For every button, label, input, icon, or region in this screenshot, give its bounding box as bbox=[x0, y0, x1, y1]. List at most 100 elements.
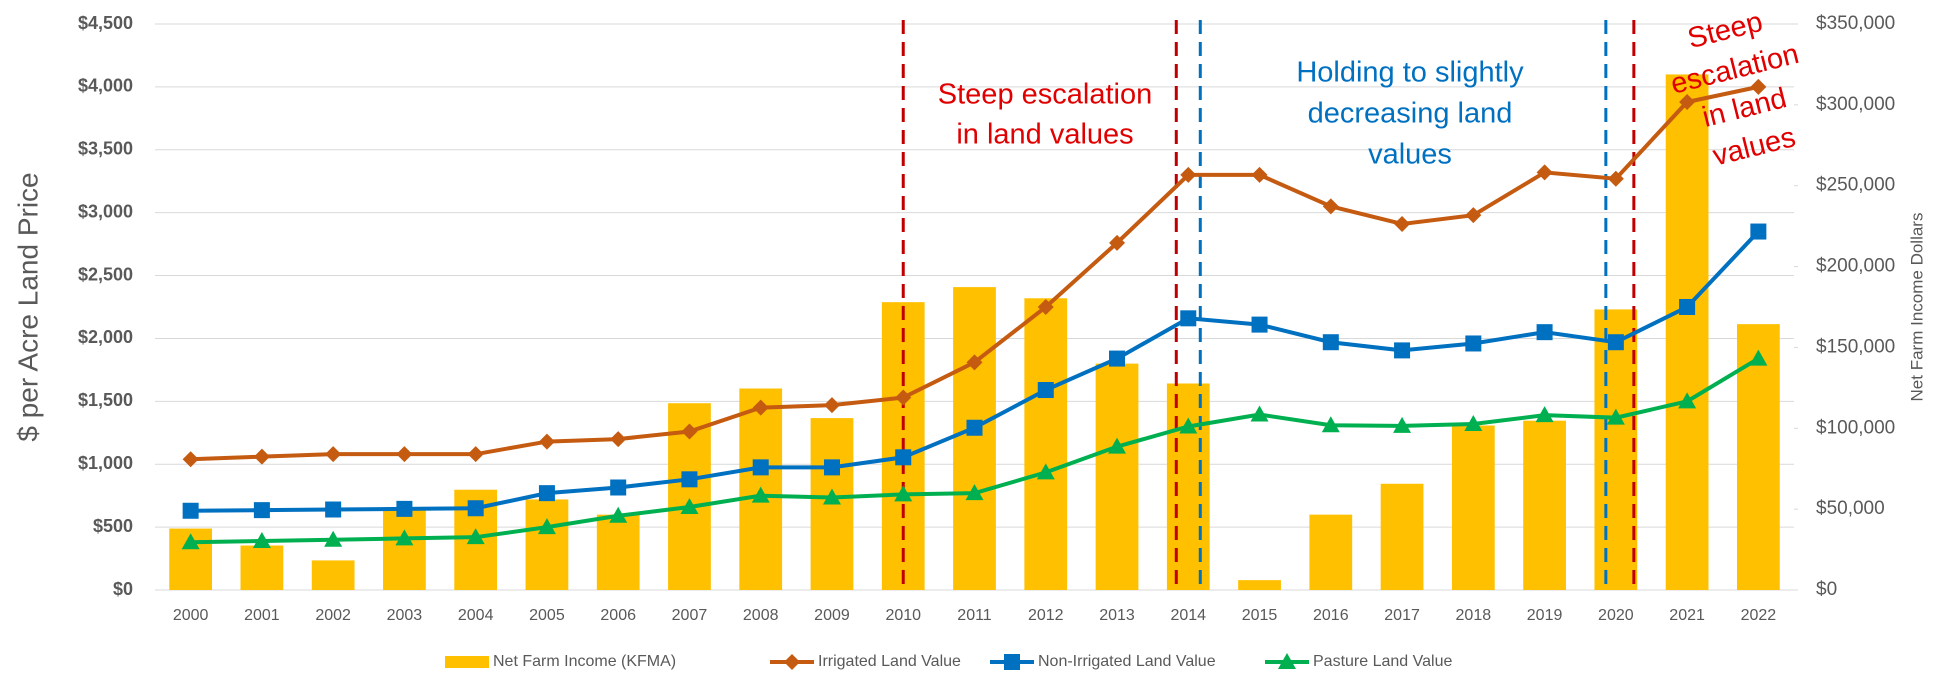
marker bbox=[1465, 207, 1482, 224]
marker bbox=[1393, 416, 1412, 433]
legend-label: Net Farm Income (KFMA) bbox=[493, 653, 676, 670]
marker bbox=[784, 654, 800, 670]
marker bbox=[325, 501, 342, 518]
annotation-line: decreasing land bbox=[1308, 98, 1513, 130]
marker bbox=[610, 431, 627, 448]
y2-tick-label: $100,000 bbox=[1816, 417, 1895, 438]
annotation: Holding to slightly decreasing land values bbox=[1296, 57, 1524, 171]
marker bbox=[1750, 78, 1767, 95]
marker bbox=[1607, 170, 1624, 187]
x-tick-label: 2018 bbox=[1456, 607, 1492, 624]
marker bbox=[1037, 299, 1054, 315]
bar bbox=[1095, 363, 1139, 590]
marker bbox=[467, 446, 484, 463]
marker bbox=[966, 419, 983, 436]
marker bbox=[1321, 416, 1340, 433]
x-tick-label: 2005 bbox=[529, 607, 565, 624]
y2-tick-label: $0 bbox=[1816, 579, 1837, 600]
x-tick-label: 2007 bbox=[672, 607, 708, 624]
x-tick-label: 2020 bbox=[1598, 607, 1634, 624]
annotation-line: Holding to slightly bbox=[1296, 57, 1524, 89]
annotation-line: in land values bbox=[956, 119, 1133, 151]
marker bbox=[1251, 166, 1268, 183]
marker bbox=[396, 446, 413, 463]
y-tick-label: $4,000 bbox=[78, 76, 133, 96]
marker bbox=[752, 459, 769, 476]
legend-label: Non-Irrigated Land Value bbox=[1038, 653, 1216, 670]
marker bbox=[325, 446, 342, 463]
marker bbox=[681, 423, 698, 440]
y-tick-label: $0 bbox=[113, 579, 133, 599]
marker bbox=[1037, 382, 1054, 399]
y-tick-label: $1,000 bbox=[78, 453, 133, 473]
marker bbox=[396, 500, 413, 517]
marker bbox=[610, 479, 627, 496]
marker bbox=[1394, 342, 1411, 359]
marker bbox=[965, 484, 984, 501]
marker bbox=[1251, 316, 1268, 333]
marker bbox=[538, 485, 555, 502]
x-tick-label: 2000 bbox=[173, 607, 209, 624]
marker bbox=[253, 502, 270, 519]
marker bbox=[1004, 654, 1020, 670]
marker bbox=[1394, 215, 1411, 232]
marker bbox=[1679, 299, 1696, 315]
marker bbox=[1749, 349, 1768, 366]
marker bbox=[966, 354, 983, 371]
bar bbox=[596, 514, 640, 590]
bar bbox=[240, 545, 284, 590]
marker bbox=[1465, 335, 1482, 352]
marker bbox=[894, 485, 913, 502]
bar bbox=[1166, 383, 1210, 590]
marker bbox=[1250, 405, 1269, 422]
marker bbox=[1322, 198, 1339, 215]
y-axis-label: $ per Acre Land Price bbox=[12, 172, 43, 441]
x-tick-label: 2008 bbox=[743, 607, 779, 624]
y-tick-label: $3,000 bbox=[78, 201, 133, 221]
marker bbox=[680, 497, 699, 514]
marker bbox=[395, 529, 414, 546]
bar bbox=[1451, 425, 1495, 590]
y2-tick-label: $350,000 bbox=[1816, 13, 1895, 34]
marker bbox=[751, 486, 770, 503]
marker bbox=[1750, 223, 1767, 240]
y-tick-label: $3,500 bbox=[78, 139, 133, 159]
bar bbox=[1665, 74, 1709, 591]
marker bbox=[822, 488, 841, 505]
marker bbox=[752, 399, 769, 416]
marker bbox=[1036, 463, 1055, 480]
x-tick-label: 2012 bbox=[1028, 607, 1064, 624]
x-tick-label: 2015 bbox=[1242, 607, 1278, 624]
x-tick-label: 2019 bbox=[1527, 607, 1563, 624]
y-tick-label: $1,500 bbox=[78, 390, 133, 410]
bar bbox=[1024, 298, 1068, 590]
marker bbox=[1109, 350, 1126, 367]
marker bbox=[609, 506, 628, 523]
annotation: Steep escalation in land values bbox=[938, 79, 1152, 151]
marker bbox=[467, 500, 484, 517]
y2-tick-label: $200,000 bbox=[1816, 256, 1895, 277]
marker bbox=[895, 449, 912, 466]
marker bbox=[1606, 408, 1625, 425]
marker bbox=[324, 530, 343, 547]
marker bbox=[538, 433, 555, 450]
marker bbox=[1464, 414, 1483, 431]
legend-label: Irrigated Land Value bbox=[818, 653, 961, 670]
x-tick-label: 2011 bbox=[957, 607, 992, 624]
marker bbox=[1535, 406, 1554, 423]
x-tick-label: 2016 bbox=[1313, 607, 1349, 624]
y-tick-label: $4,500 bbox=[78, 13, 133, 33]
bar bbox=[383, 509, 426, 590]
x-tick-label: 2010 bbox=[885, 607, 921, 624]
bar bbox=[1238, 580, 1281, 590]
marker bbox=[1180, 310, 1197, 327]
marker bbox=[1108, 437, 1127, 454]
bar bbox=[1380, 483, 1424, 590]
y2-axis-label: Net Farm Income Dollars bbox=[1907, 213, 1926, 402]
marker bbox=[1536, 324, 1553, 341]
x-tick-label: 2017 bbox=[1384, 607, 1420, 624]
marker bbox=[1180, 166, 1197, 183]
marker bbox=[1536, 164, 1553, 181]
y-tick-label: $2,000 bbox=[78, 327, 133, 347]
